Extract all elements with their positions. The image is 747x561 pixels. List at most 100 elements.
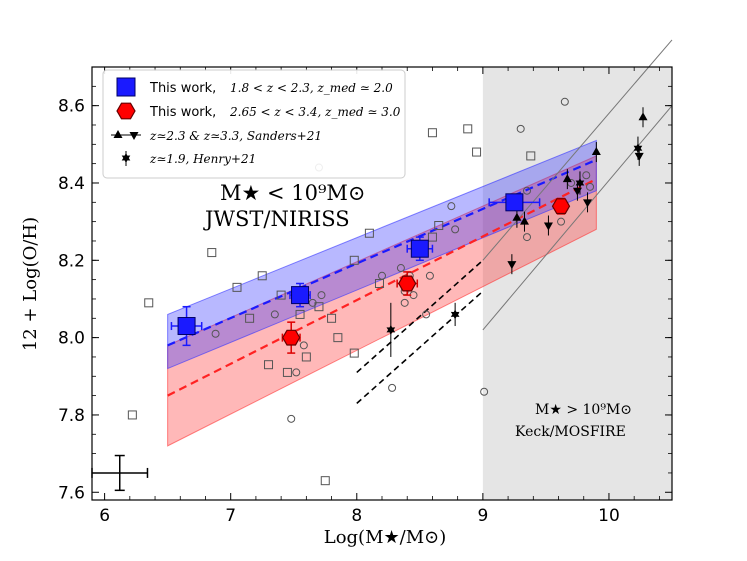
henry-point [575, 178, 585, 188]
annotation-corner-mass: M★ > 10⁹M⊙ [535, 402, 632, 418]
sanders-point-up [512, 212, 522, 221]
data-point-open-circle [447, 202, 456, 211]
y-tick-label: 7.8 [58, 406, 85, 426]
data-point-open-circle [292, 368, 301, 377]
data-point-open-circle [211, 329, 220, 338]
data-point-open-square [276, 290, 286, 300]
data-point-open-circle [425, 271, 434, 280]
data-point-open-square [349, 255, 359, 265]
data-point-open-square [434, 221, 444, 231]
data-point-open-square [295, 309, 305, 319]
x-tick-label: 7 [225, 506, 236, 526]
stack-point-z3 [551, 198, 571, 215]
data-point-open-square [427, 128, 437, 138]
data-point-open-circle [523, 233, 531, 242]
data-point-open-circle [270, 310, 279, 319]
annotation-instrument: JWST/NIRISS [203, 207, 350, 231]
legend-math-this-work-z2: 1.8 < z < 2.3, z_med ≃ 2.0 [230, 81, 393, 95]
sanders-fit-line [482, 39, 673, 261]
legend-label-this-work-z3: This work, [149, 105, 216, 120]
henry-point [450, 309, 460, 320]
sanders-point-up [519, 216, 529, 225]
legend: This work, 1.8 < z < 2.3, z_med ≃ 2.0 Th… [102, 69, 406, 179]
data-point-open-square [301, 352, 311, 362]
legend-math-sanders: z≃2.3 & z≃3.3, Sanders+21 [149, 129, 322, 143]
data-point-open-circle [287, 414, 296, 423]
data-point-open-square [364, 228, 374, 238]
y-axis-label: 12 + Log(O/H) [20, 217, 41, 351]
individual-galaxies-layer [127, 97, 595, 486]
stack-point-z2 [505, 193, 524, 212]
legend-marker-star [121, 153, 131, 163]
data-point-open-square [526, 151, 536, 161]
sanders-point-down [543, 222, 553, 231]
sanders-point-down [634, 152, 644, 161]
annotation-mass-limit: M★ < 10⁹M⊙ [220, 181, 366, 205]
legend-box [102, 69, 406, 179]
data-point-open-circle [480, 387, 489, 396]
data-point-open-square [127, 410, 137, 420]
legend-math-henry: z≃1.9, Henry+21 [149, 152, 256, 166]
data-point-open-circle [396, 264, 405, 273]
data-point-open-square [427, 232, 437, 242]
x-tick-label: 8 [351, 506, 362, 526]
stack-point-z3 [282, 329, 301, 346]
axes-layer: 6 7 8 9 10 7.6 7.8 8.0 8.2 8.4 8.6 [58, 67, 672, 526]
data-point-open-square [144, 298, 154, 308]
shaded-region-mosfire [482, 67, 672, 500]
data-point-open-square [472, 147, 482, 157]
stack-point-z2 [177, 317, 196, 336]
x-axis-label: Log(M★/M⊙) [324, 527, 447, 548]
legend-label-this-work-z2: This work, [149, 81, 216, 96]
data-point-open-circle [317, 291, 326, 300]
data-point-open-circle [582, 171, 591, 180]
sanders-point-up [562, 174, 572, 183]
data-point-open-circle [400, 298, 409, 307]
y-tick-label: 8.4 [58, 174, 85, 194]
legend-math-this-work-z3: 2.65 < z < 3.4, z_med ≃ 3.0 [229, 105, 401, 119]
data-point-open-square [463, 124, 473, 134]
confidence-band-z3 [167, 155, 597, 447]
data-point-open-circle [308, 298, 317, 307]
sanders-point-down [583, 199, 593, 208]
x-tick-label: 9 [477, 506, 488, 526]
henry-fit-line [356, 290, 484, 404]
legend-marker-triangle-up [113, 130, 123, 138]
data-point-open-square [333, 333, 343, 343]
sanders-point-down [507, 261, 517, 270]
plot-frame [91, 66, 673, 501]
x-tick-label: 10 [598, 506, 620, 526]
data-point-open-circle [560, 97, 569, 106]
data-point-open-circle [557, 217, 566, 226]
shaded-region-layer [482, 67, 672, 500]
data-point-open-square [232, 282, 242, 292]
legend-marker-hexagon [116, 102, 136, 120]
stack-point-z2 [410, 239, 429, 258]
data-point-open-circle [422, 310, 431, 319]
legend-marker-square [116, 77, 136, 97]
henry-point [633, 143, 643, 154]
annotation-corner-instrument: Keck/MOSFIRE [515, 424, 626, 440]
confidence-bands-layer [167, 139, 597, 447]
data-point-open-circle [586, 182, 595, 191]
literature-points-layer [91, 107, 648, 492]
data-point-open-square [320, 476, 330, 486]
data-point-open-square [282, 367, 292, 377]
x-tick-label: 6 [99, 506, 110, 526]
y-tick-label: 8.2 [58, 251, 85, 271]
confidence-band-z2 [167, 139, 597, 370]
data-point-open-circle [451, 225, 460, 234]
y-tick-label: 8.6 [58, 97, 85, 117]
data-point-open-circle [523, 186, 531, 195]
data-point-open-circle [388, 383, 397, 392]
data-point-open-circle [299, 341, 308, 350]
data-point-open-circle [516, 124, 525, 133]
data-point-open-square [207, 248, 217, 258]
henry-fit-line [356, 259, 484, 374]
sanders-point-up [638, 112, 648, 121]
plot-frame-layer [91, 66, 673, 501]
henry-point [386, 324, 396, 335]
sanders-fit-line [482, 105, 673, 331]
stack-point-z3 [398, 275, 417, 292]
